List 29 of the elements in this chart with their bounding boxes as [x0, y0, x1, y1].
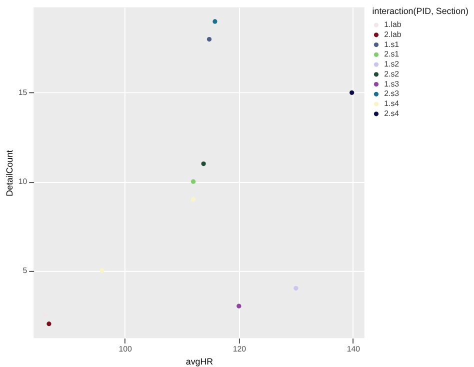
legend-label: 2.s1	[384, 50, 400, 59]
point	[212, 19, 218, 24]
point	[350, 90, 354, 95]
legend-label: 2.s4	[384, 108, 400, 118]
point	[206, 36, 212, 42]
point	[190, 197, 196, 202]
x-tick-label: 120	[232, 344, 247, 354]
point	[46, 322, 52, 326]
y-axis-title: DetailCount	[4, 149, 14, 196]
point	[294, 286, 298, 291]
y-tick-label: 10	[18, 177, 28, 186]
x-tick-label: 140	[346, 344, 361, 354]
y-tick-label: 15	[18, 88, 28, 98]
point	[190, 179, 196, 184]
point	[236, 304, 242, 308]
legend-label: 1.s1	[384, 40, 400, 49]
legend-label: 2.s2	[384, 69, 400, 78]
point	[100, 268, 104, 273]
legend-label: 1.s3	[384, 79, 400, 88]
legend-label: 2.s3	[384, 89, 400, 98]
point	[201, 161, 206, 166]
legend-label: 2.lab	[384, 30, 402, 39]
y-tick-label: 5	[22, 266, 28, 275]
legend-label: 1.lab	[384, 20, 402, 30]
legend-label: 1.s4	[384, 99, 400, 108]
x-tick-label: 100	[118, 344, 133, 354]
legend-title: interaction(PID, Section)	[372, 6, 469, 16]
legend-label: 1.s2	[384, 60, 400, 69]
x-axis-title: avgHR	[186, 356, 214, 366]
